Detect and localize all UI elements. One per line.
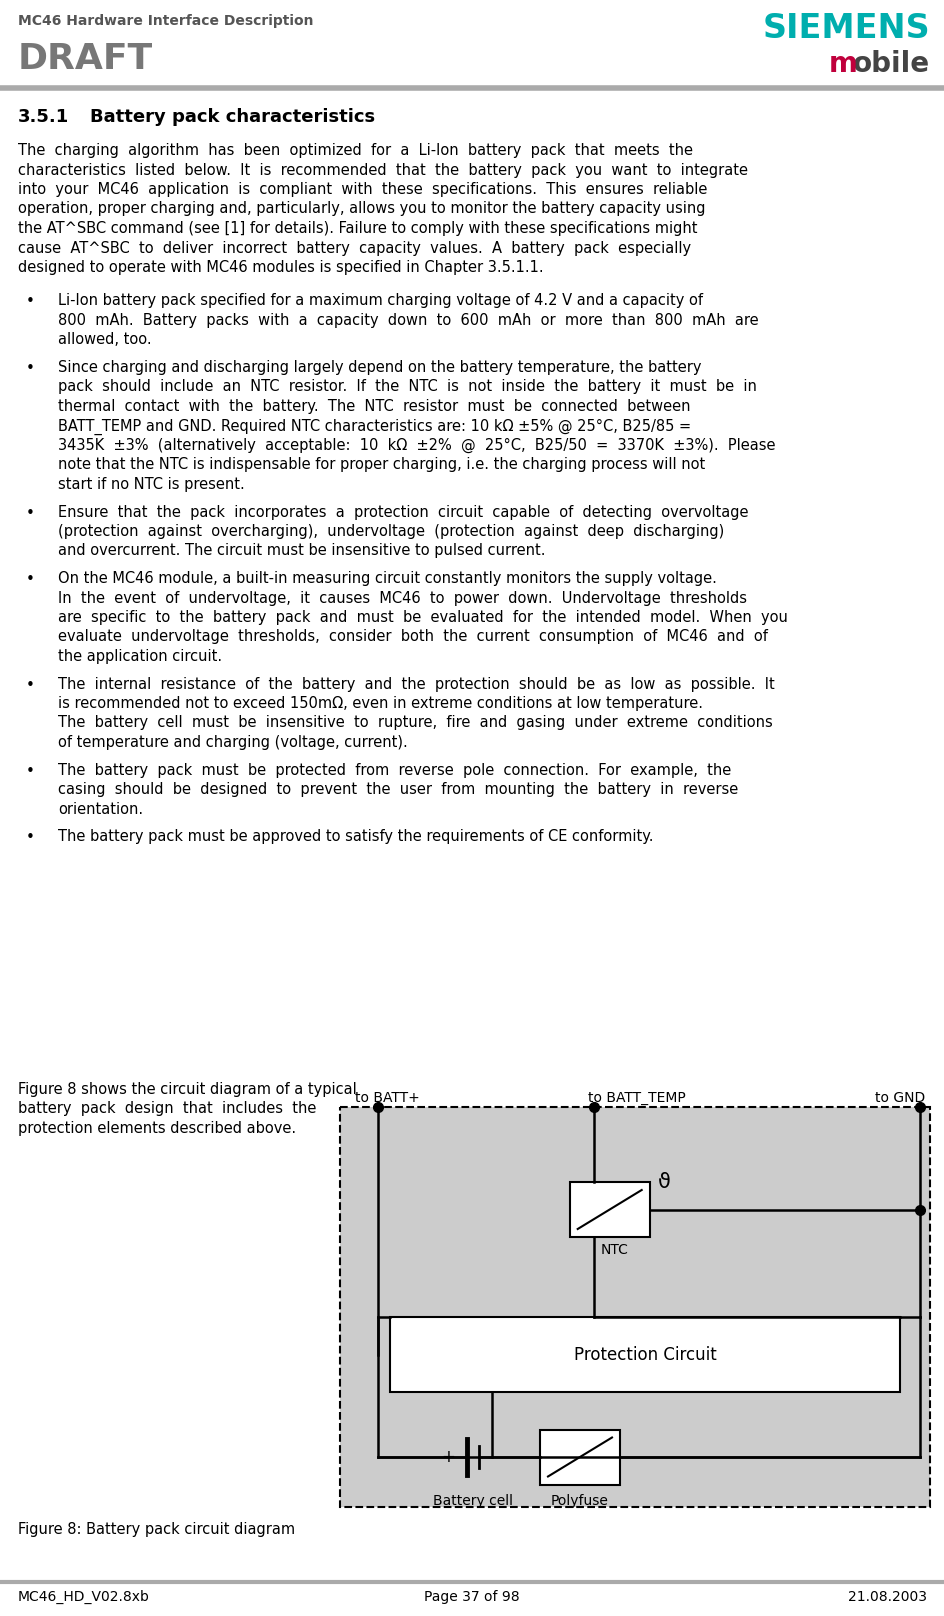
- Text: 21.08.2003: 21.08.2003: [847, 1590, 926, 1605]
- Text: Li-Ion battery pack specified for a maximum charging voltage of 4.2 V and a capa: Li-Ion battery pack specified for a maxi…: [58, 294, 702, 309]
- Text: evaluate  undervoltage  thresholds,  consider  both  the  current  consumption  : evaluate undervoltage thresholds, consid…: [58, 630, 767, 645]
- Text: +: +: [441, 1448, 454, 1466]
- Text: and overcurrent. The circuit must be insensitive to pulsed current.: and overcurrent. The circuit must be ins…: [58, 543, 545, 559]
- Text: of temperature and charging (voltage, current).: of temperature and charging (voltage, cu…: [58, 735, 407, 750]
- Text: •: •: [25, 763, 34, 779]
- Text: Page 37 of 98: Page 37 of 98: [424, 1590, 519, 1605]
- Text: operation, proper charging and, particularly, allows you to monitor the battery : operation, proper charging and, particul…: [18, 202, 705, 217]
- Text: The  battery  cell  must  be  insensitive  to  rupture,  fire  and  gasing  unde: The battery cell must be insensitive to …: [58, 716, 772, 730]
- Text: Since charging and discharging largely depend on the battery temperature, the ba: Since charging and discharging largely d…: [58, 360, 700, 375]
- Text: MC46 Hardware Interface Description: MC46 Hardware Interface Description: [18, 15, 313, 27]
- Text: The battery pack must be approved to satisfy the requirements of CE conformity.: The battery pack must be approved to sat…: [58, 829, 653, 844]
- Text: the AT^SBC command (see [1] for details). Failure to comply with these specifica: the AT^SBC command (see [1] for details)…: [18, 221, 697, 236]
- Text: obile: obile: [852, 50, 929, 78]
- Text: -: -: [486, 1448, 493, 1466]
- Text: •: •: [25, 572, 34, 587]
- Text: Protection Circuit: Protection Circuit: [573, 1346, 716, 1364]
- Text: •: •: [25, 677, 34, 693]
- Text: cause  AT^SBC  to  deliver  incorrect  battery  capacity  values.  A  battery  p: cause AT^SBC to deliver incorrect batter…: [18, 241, 690, 255]
- Bar: [390, 1317, 899, 1391]
- Text: casing  should  be  designed  to  prevent  the  user  from  mounting  the  batte: casing should be designed to prevent the…: [58, 782, 737, 797]
- Text: •: •: [25, 360, 34, 377]
- Text: SIEMENS: SIEMENS: [762, 11, 929, 45]
- Text: On the MC46 module, a built-in measuring circuit constantly monitors the supply : On the MC46 module, a built-in measuring…: [58, 570, 716, 587]
- Text: •: •: [25, 294, 34, 310]
- Bar: [340, 1107, 929, 1508]
- Text: 3435K  ±3%  (alternatively  acceptable:  10  kΩ  ±2%  @  25°C,  B25/50  =  3370K: 3435K ±3% (alternatively acceptable: 10 …: [58, 438, 775, 452]
- Text: into  your  MC46  application  is  compliant  with  these  specifications.  This: into your MC46 application is compliant …: [18, 183, 707, 197]
- Text: The  battery  pack  must  be  protected  from  reverse  pole  connection.  For  : The battery pack must be protected from …: [58, 763, 731, 777]
- Text: NTC: NTC: [600, 1243, 628, 1257]
- Text: Polyfuse: Polyfuse: [550, 1495, 608, 1508]
- Text: allowed, too.: allowed, too.: [58, 333, 151, 347]
- Text: the application circuit.: the application circuit.: [58, 650, 222, 664]
- Text: The  charging  algorithm  has  been  optimized  for  a  Li-Ion  battery  pack  t: The charging algorithm has been optimize…: [18, 142, 692, 158]
- Text: DRAFT: DRAFT: [18, 42, 153, 76]
- Text: to BATT+: to BATT+: [355, 1091, 419, 1105]
- Text: 3.5.1: 3.5.1: [18, 108, 69, 126]
- Bar: [539, 1430, 619, 1485]
- Bar: [569, 1181, 649, 1236]
- Text: The  internal  resistance  of  the  battery  and  the  protection  should  be  a: The internal resistance of the battery a…: [58, 677, 774, 692]
- Text: to BATT_TEMP: to BATT_TEMP: [587, 1091, 684, 1105]
- Text: are  specific  to  the  battery  pack  and  must  be  evaluated  for  the  inten: are specific to the battery pack and mus…: [58, 609, 787, 625]
- Text: Battery pack characteristics: Battery pack characteristics: [90, 108, 375, 126]
- Text: Ensure  that  the  pack  incorporates  a  protection  circuit  capable  of  dete: Ensure that the pack incorporates a prot…: [58, 504, 748, 519]
- Text: (protection  against  overcharging),  undervoltage  (protection  against  deep  : (protection against overcharging), under…: [58, 524, 723, 540]
- Text: Figure 8: Battery pack circuit diagram: Figure 8: Battery pack circuit diagram: [18, 1522, 295, 1537]
- Text: characteristics  listed  below.  It  is  recommended  that  the  battery  pack  : characteristics listed below. It is reco…: [18, 163, 748, 178]
- Text: MC46_HD_V02.8xb: MC46_HD_V02.8xb: [18, 1590, 150, 1605]
- Text: designed to operate with MC46 modules is specified in Chapter 3.5.1.1.: designed to operate with MC46 modules is…: [18, 260, 543, 275]
- Text: orientation.: orientation.: [58, 802, 143, 816]
- Text: 800  mAh.  Battery  packs  with  a  capacity  down  to  600  mAh  or  more  than: 800 mAh. Battery packs with a capacity d…: [58, 314, 758, 328]
- Text: note that the NTC is indispensable for proper charging, i.e. the charging proces: note that the NTC is indispensable for p…: [58, 457, 704, 472]
- Text: pack  should  include  an  NTC  resistor.  If  the  NTC  is  not  inside  the  b: pack should include an NTC resistor. If …: [58, 380, 756, 394]
- Text: •: •: [25, 506, 34, 520]
- Text: m: m: [828, 50, 857, 78]
- Text: BATT_TEMP and GND. Required NTC characteristics are: 10 kΩ ±5% @ 25°C, B25/85 =: BATT_TEMP and GND. Required NTC characte…: [58, 419, 690, 435]
- Text: Figure 8 shows the circuit diagram of a typical: Figure 8 shows the circuit diagram of a …: [18, 1083, 357, 1097]
- Text: start if no NTC is present.: start if no NTC is present.: [58, 477, 244, 491]
- Text: ϑ: ϑ: [657, 1172, 670, 1193]
- Text: Battery cell: Battery cell: [432, 1495, 513, 1508]
- Text: battery  pack  design  that  includes  the: battery pack design that includes the: [18, 1102, 316, 1117]
- Text: •: •: [25, 831, 34, 845]
- Text: In  the  event  of  undervoltage,  it  causes  MC46  to  power  down.  Undervolt: In the event of undervoltage, it causes …: [58, 590, 746, 606]
- Text: to GND: to GND: [874, 1091, 924, 1105]
- Text: protection elements described above.: protection elements described above.: [18, 1122, 295, 1136]
- Text: is recommended not to exceed 150mΩ, even in extreme conditions at low temperatur: is recommended not to exceed 150mΩ, even…: [58, 696, 702, 711]
- Text: thermal  contact  with  the  battery.  The  NTC  resistor  must  be  connected  : thermal contact with the battery. The NT…: [58, 399, 690, 414]
